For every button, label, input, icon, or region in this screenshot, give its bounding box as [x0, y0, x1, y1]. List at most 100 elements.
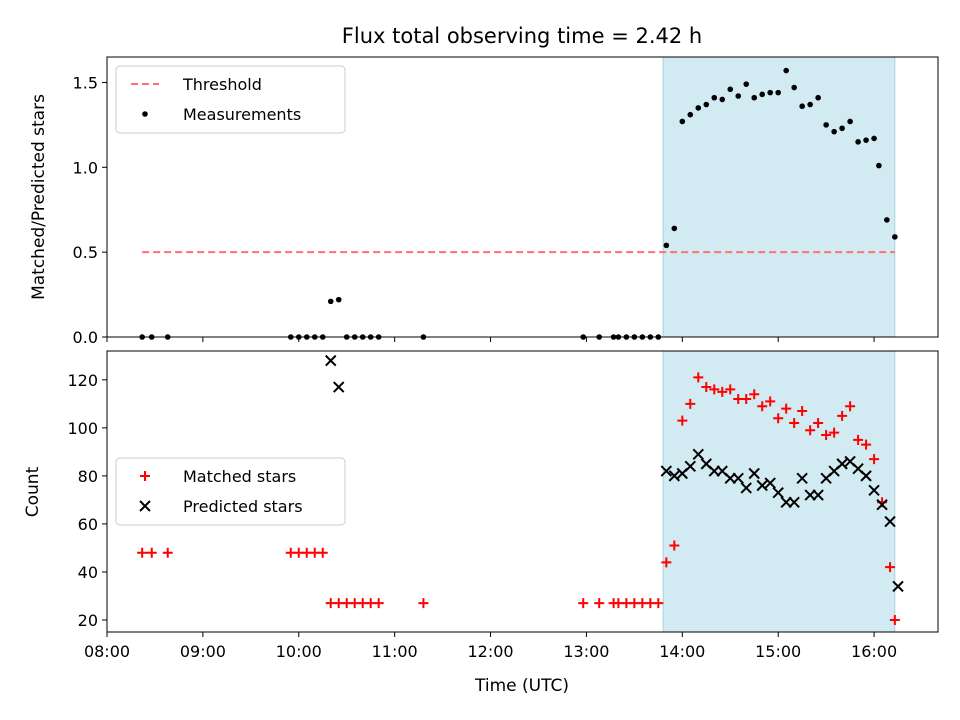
y-tick-label: 20 — [78, 611, 98, 630]
matched-star-point — [829, 427, 840, 438]
measurement-point — [751, 94, 758, 101]
matched-star-point — [725, 384, 736, 395]
predicted-star-point — [748, 467, 760, 480]
bottom-panel-legend: Matched stars Predicted stars — [115, 457, 346, 526]
x-tick-label: 08:00 — [84, 642, 130, 661]
matched-star-point — [701, 382, 712, 393]
matched-star-point — [677, 415, 688, 426]
matched-star-point — [717, 386, 728, 397]
predicted-star-point — [812, 489, 824, 501]
measurement-point — [727, 86, 734, 93]
matched-star-point — [861, 439, 872, 450]
y-tick-label: 1.0 — [73, 158, 98, 177]
predicted-star-point — [764, 477, 776, 489]
y-tick-label: 0.5 — [73, 243, 98, 262]
matched-star-point — [853, 434, 864, 445]
y-tick-label: 100 — [67, 419, 98, 438]
measurement-point — [847, 118, 853, 125]
matched-star-point — [885, 562, 896, 573]
matched-star-point — [749, 389, 760, 400]
measurement-point — [839, 125, 845, 132]
predicted-star-point — [796, 472, 808, 484]
matched-star-point — [685, 398, 696, 409]
predicted-star-point — [732, 472, 744, 484]
measurement-point — [876, 162, 882, 169]
legend-marker — [140, 471, 150, 481]
measurement-point — [759, 91, 766, 98]
predicted-star-point — [684, 460, 697, 472]
predicted-star-point — [756, 479, 768, 492]
y-tick-label: 0.0 — [73, 328, 98, 347]
matched-star-point — [653, 598, 664, 609]
y-tick-label: 120 — [67, 371, 98, 390]
measurement-point — [823, 122, 829, 128]
predicted-star-point — [660, 465, 673, 477]
y-tick-label: 80 — [78, 467, 98, 486]
bottom-panel-frame — [106, 350, 939, 633]
measurement-point — [791, 84, 797, 91]
measurement-point — [327, 298, 334, 305]
matched-star-point — [146, 547, 157, 558]
bottom-panel-ylabel: Count — [23, 466, 43, 517]
predicted-star-point — [860, 470, 872, 482]
predicted-star-point — [892, 580, 904, 593]
matched-star-point — [773, 413, 784, 424]
matched-star-point — [137, 547, 148, 558]
measurement-point — [884, 217, 890, 223]
matched-star-point — [805, 425, 816, 436]
legend-label: Predicted stars — [183, 497, 303, 516]
x-tick-label: 11:00 — [372, 642, 418, 661]
top-panel-ylabel: Matched/Predicted stars — [29, 94, 49, 300]
matched-star-point — [669, 540, 680, 551]
measurement-point — [767, 89, 774, 96]
measurement-point — [815, 94, 821, 101]
measurement-point — [695, 105, 702, 111]
matched-star-point — [797, 406, 808, 417]
measurement-point — [831, 128, 837, 135]
legend-label: Measurements — [183, 105, 301, 124]
matched-star-point — [821, 430, 832, 441]
predicted-star-point — [868, 484, 880, 497]
chart-title: Flux total observing time = 2.42 h — [342, 24, 702, 48]
y-tick-label: 40 — [78, 563, 98, 582]
measurement-point — [783, 67, 789, 74]
measurement-point — [711, 94, 718, 101]
matched-star-point — [709, 384, 720, 395]
matched-star-point — [757, 401, 768, 412]
predicted-star-point — [788, 496, 800, 509]
top-panel-frame — [106, 56, 939, 338]
legend-marker — [142, 111, 148, 117]
matched-star-point — [845, 401, 856, 412]
measurement-point — [799, 103, 805, 110]
x-tick-label: 12:00 — [467, 642, 513, 661]
measurement-point — [703, 101, 710, 108]
top-panel: 0.0 0.5 1.0 1.5 Matched/Predicted stars Thr… — [29, 56, 939, 347]
matched-star-point — [373, 598, 384, 609]
measurement-point — [743, 81, 750, 87]
measurement-point — [855, 139, 861, 145]
matched-star-point — [789, 418, 800, 429]
predicted-star-point — [876, 499, 888, 511]
predicted-star-point — [333, 381, 345, 393]
legend-label: Matched stars — [183, 467, 296, 486]
x-tick-label: 15:00 — [755, 642, 801, 661]
x-axis-label: Time (UTC) — [474, 676, 569, 696]
measurement-point — [335, 296, 342, 303]
legend-box — [115, 457, 346, 526]
measurement-point — [719, 96, 726, 103]
matched-star-point — [578, 598, 589, 609]
measurement-point — [679, 118, 686, 125]
predicted-star-point — [836, 458, 848, 470]
matched-star-point — [765, 396, 776, 407]
matched-star-point — [418, 598, 429, 609]
matched-star-point — [741, 394, 752, 405]
measurement-point — [663, 242, 670, 249]
x-tick-label: 13:00 — [563, 642, 609, 661]
legend-marker — [139, 500, 151, 512]
measurement-point — [671, 225, 678, 232]
x-tick-label: 16:00 — [851, 642, 897, 661]
measurement-point — [687, 111, 694, 118]
legend-box — [115, 65, 346, 134]
x-tick-label: 10:00 — [276, 642, 322, 661]
